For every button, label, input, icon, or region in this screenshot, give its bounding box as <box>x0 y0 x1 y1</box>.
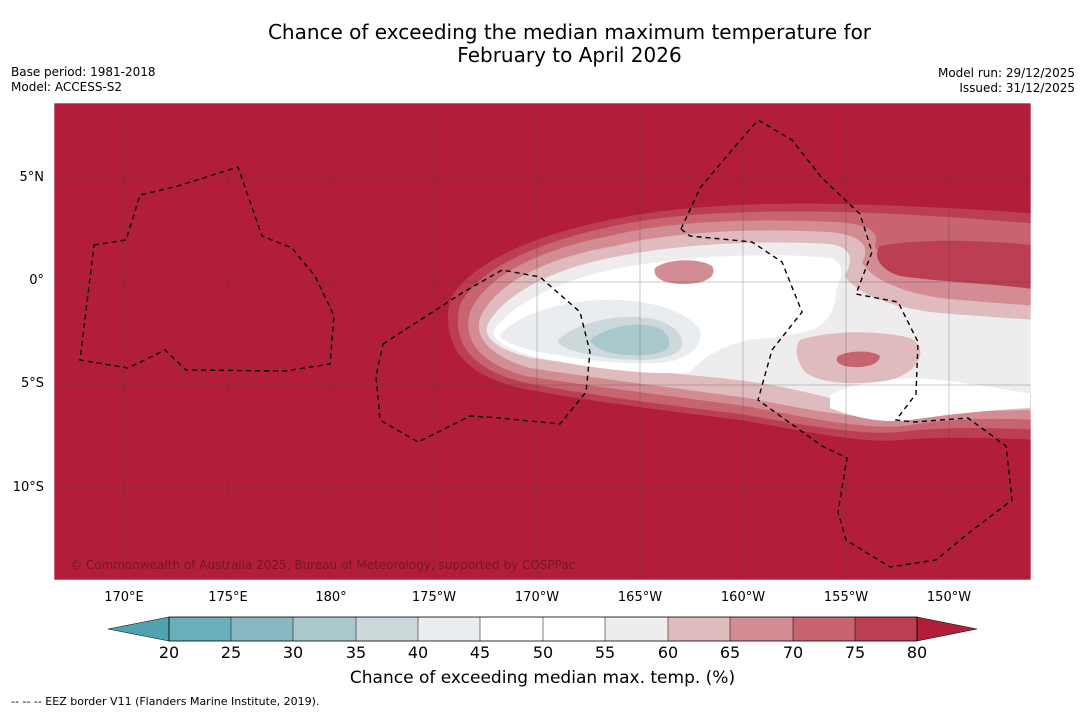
map-title-line1: Chance of exceeding the median maximum t… <box>267 20 872 44</box>
colorbar-tick: 50 <box>532 643 554 662</box>
colorbar-tick: 40 <box>407 643 429 662</box>
lat-label: 10°S <box>12 480 44 495</box>
colorbar-bin-50-55 <box>543 617 605 641</box>
colorbar-tick: 75 <box>844 643 866 662</box>
eez-borders <box>79 119 1013 568</box>
map-frame <box>53 102 1032 581</box>
colorbar-bin-55-60 <box>605 617 668 641</box>
colorbar-high-arrow <box>916 616 978 642</box>
colorbar-bin-20-25 <box>169 617 231 641</box>
colorbar-bin-60-65 <box>668 617 730 641</box>
colorbar-dividers <box>230 617 856 641</box>
copyright-notice: © Commonwealth of Australia 2025, Bureau… <box>70 558 576 572</box>
colorbar-title: Chance of exceeding median max. temp. (%… <box>349 668 736 688</box>
colorbar-tick: 25 <box>220 643 242 662</box>
colorbar-tick: 70 <box>782 643 804 662</box>
map-area <box>54 103 1031 580</box>
colorbar-bin-65-70 <box>730 617 793 641</box>
lon-label: 150°W <box>926 590 972 605</box>
colorbar-tick: 55 <box>594 643 616 662</box>
lon-label: 160°W <box>720 590 766 605</box>
eez-border-kiribati-line <box>680 119 1013 568</box>
colorbar-tick: 65 <box>719 643 741 662</box>
colorbar <box>107 616 978 642</box>
colorbar-bin-35-40 <box>356 617 418 641</box>
band-45-55-east <box>830 378 1030 422</box>
colorbar-tick: 30 <box>282 643 304 662</box>
colorbar-frame <box>168 616 918 642</box>
issued-date: Issued: 31/12/2025 <box>959 81 1075 95</box>
meta-right: Model run: 29/12/2025 Issued: 31/12/2025 <box>938 66 1075 96</box>
lat-label: 5°S <box>20 376 44 391</box>
graticule <box>54 103 1031 580</box>
lon-label: 155°W <box>823 590 869 605</box>
colorbar-tick: 60 <box>657 643 679 662</box>
lon-label: 165°W <box>617 590 663 605</box>
lon-label: 170°E <box>104 590 144 605</box>
meta-left: Base period: 1981-2018 Model: ACCESS-S2 <box>11 65 156 95</box>
map-title: Chance of exceeding the median maximum t… <box>0 21 1085 67</box>
colorbar-bin-30-35 <box>293 617 356 641</box>
eez-border-tokelau <box>375 269 591 443</box>
warm-patch-65 <box>654 260 714 284</box>
colorbar-bin-75-80 <box>855 617 917 641</box>
colorbar-tick: 20 <box>158 643 180 662</box>
colorbar-tick: 45 <box>469 643 491 662</box>
eez-border-tuvalu <box>79 166 335 372</box>
warm-patch-70-east <box>836 351 880 368</box>
colorbar-bin-40-45 <box>418 617 480 641</box>
lon-label: 170°W <box>514 590 560 605</box>
lon-label: 180° <box>315 590 347 605</box>
colorbar-bin-70-75 <box>793 617 855 641</box>
colorbar-bin-45-50 <box>480 617 543 641</box>
base-period: Base period: 1981-2018 <box>11 65 156 79</box>
model-run: Model run: 29/12/2025 <box>937 66 1075 80</box>
lat-label: 0° <box>29 273 44 288</box>
lon-label: 175°E <box>208 590 248 605</box>
colorbar-tick: 80 <box>906 643 928 662</box>
colorbar-bin-25-30 <box>231 617 293 641</box>
model-name: Model: ACCESS-S2 <box>11 80 123 94</box>
lat-label: 5°N <box>19 170 45 185</box>
eez-footnote: -- -- -- EEZ border V11 (Flanders Marine… <box>11 695 320 708</box>
map-title-line2: February to April 2026 <box>457 43 682 67</box>
band-30-35 <box>590 324 670 356</box>
lon-label: 175°W <box>411 590 457 605</box>
colorbar-low-arrow <box>107 616 170 642</box>
warm-patch-75-ne <box>876 240 1031 289</box>
colorbar-tick: 35 <box>345 643 367 662</box>
